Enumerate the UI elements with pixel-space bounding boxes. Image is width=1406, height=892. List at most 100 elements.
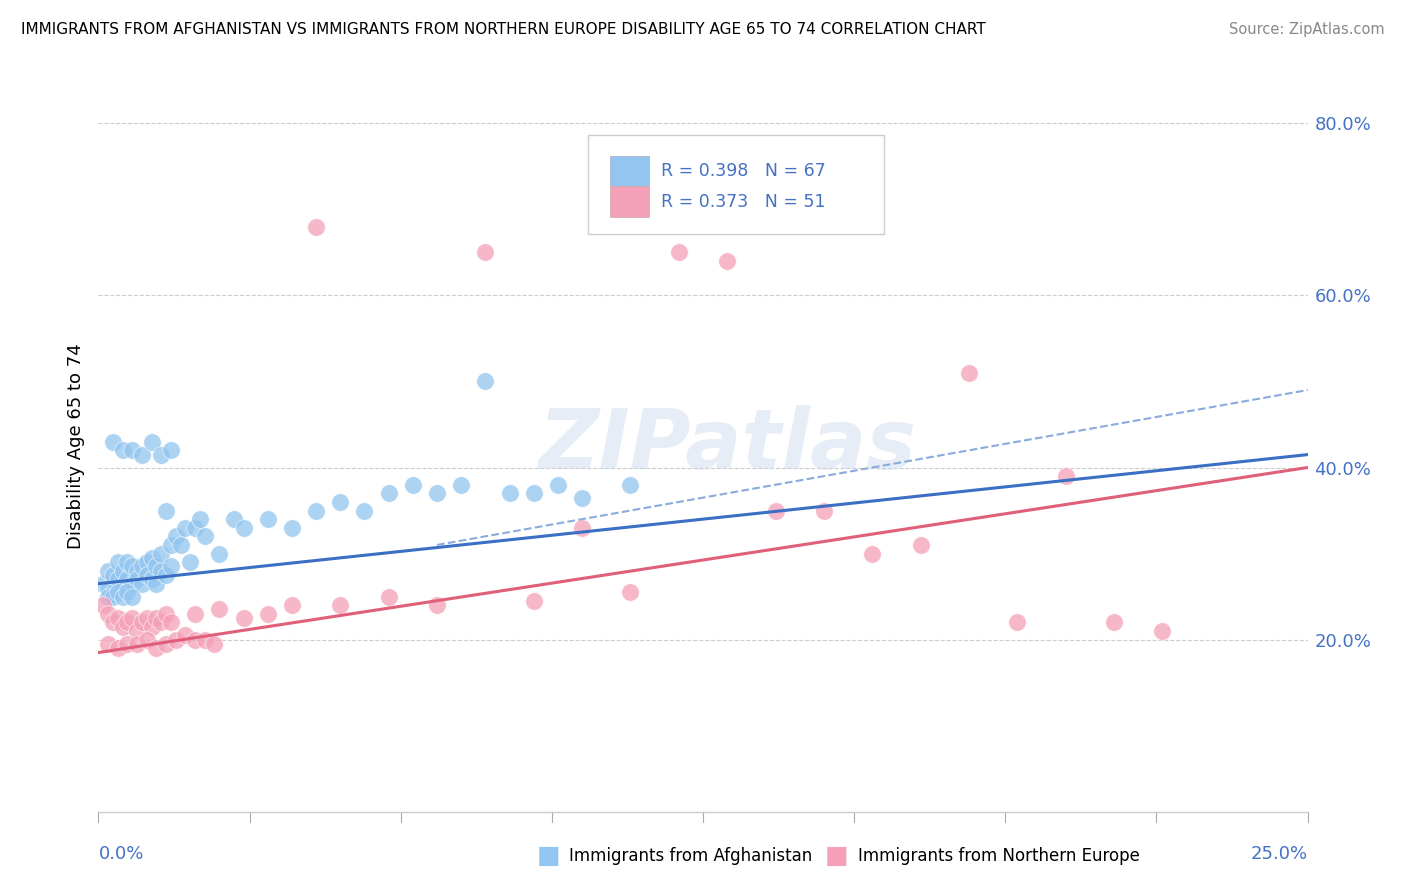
Point [498, 486, 520, 500]
Point [957, 366, 980, 380]
Point [160, 443, 183, 458]
Point [97, 590, 120, 604]
Point [232, 521, 254, 535]
Point [668, 245, 690, 260]
Y-axis label: Disability Age 65 to 74: Disability Age 65 to 74 [66, 343, 84, 549]
Point [97, 581, 120, 595]
Point [111, 581, 134, 595]
Point [131, 559, 153, 574]
Point [450, 477, 472, 491]
Point [188, 512, 211, 526]
Point [281, 598, 304, 612]
Point [208, 547, 231, 561]
Point [145, 559, 167, 574]
Point [141, 620, 163, 634]
Text: Immigrants from Northern Europe: Immigrants from Northern Europe [858, 847, 1139, 865]
FancyBboxPatch shape [588, 135, 884, 234]
Point [222, 512, 245, 526]
Point [107, 555, 129, 569]
Point [91, 598, 114, 612]
Point [117, 555, 139, 569]
Point [160, 538, 183, 552]
Point [155, 568, 177, 582]
Point [117, 585, 139, 599]
Point [571, 521, 593, 535]
Point [150, 564, 173, 578]
Point [910, 538, 932, 552]
Point [765, 503, 787, 517]
Point [619, 477, 641, 491]
Point [179, 555, 201, 569]
Point [127, 624, 149, 638]
Point [165, 632, 187, 647]
Point [141, 573, 163, 587]
Point [232, 611, 254, 625]
Point [121, 611, 143, 625]
Point [1054, 469, 1077, 483]
Point [107, 641, 129, 656]
Point [184, 607, 207, 621]
Point [141, 434, 163, 449]
Point [860, 547, 883, 561]
Point [523, 594, 546, 608]
Point [1102, 615, 1125, 630]
Point [145, 576, 167, 591]
Point [101, 568, 124, 582]
FancyBboxPatch shape [610, 155, 648, 186]
Point [1152, 624, 1174, 638]
Text: ZIPatlas: ZIPatlas [538, 406, 917, 486]
Point [107, 611, 129, 625]
Point [165, 529, 187, 543]
Point [329, 598, 352, 612]
Point [377, 486, 399, 500]
Point [107, 585, 129, 599]
Point [107, 573, 129, 587]
Point [145, 611, 167, 625]
Point [121, 576, 143, 591]
Point [474, 245, 496, 260]
Point [523, 486, 546, 500]
Point [101, 615, 124, 630]
Point [135, 611, 157, 625]
Point [150, 448, 173, 462]
Text: 25.0%: 25.0% [1250, 845, 1308, 863]
Point [111, 590, 134, 604]
Point [174, 521, 197, 535]
Point [121, 590, 143, 604]
Point [353, 503, 375, 517]
Point [97, 607, 120, 621]
Point [101, 585, 124, 599]
Point [402, 477, 425, 491]
Point [813, 503, 835, 517]
Point [150, 547, 173, 561]
Point [174, 628, 197, 642]
Point [619, 585, 641, 599]
Point [121, 559, 143, 574]
Point [127, 573, 149, 587]
Point [474, 375, 496, 389]
Point [101, 590, 124, 604]
Point [716, 254, 738, 268]
Point [127, 564, 149, 578]
Point [135, 568, 157, 582]
Text: ■: ■ [537, 845, 560, 868]
Point [117, 615, 139, 630]
Point [131, 576, 153, 591]
Point [426, 598, 449, 612]
Point [135, 555, 157, 569]
Point [150, 615, 173, 630]
Text: IMMIGRANTS FROM AFGHANISTAN VS IMMIGRANTS FROM NORTHERN EUROPE DISABILITY AGE 65: IMMIGRANTS FROM AFGHANISTAN VS IMMIGRANT… [21, 22, 986, 37]
Point [131, 615, 153, 630]
Point [145, 641, 167, 656]
Point [256, 512, 278, 526]
Point [184, 632, 207, 647]
Point [160, 559, 183, 574]
Point [131, 448, 153, 462]
Point [184, 521, 207, 535]
Point [141, 550, 163, 565]
Point [329, 495, 352, 509]
Text: Immigrants from Afghanistan: Immigrants from Afghanistan [569, 847, 813, 865]
Point [155, 637, 177, 651]
Text: Source: ZipAtlas.com: Source: ZipAtlas.com [1229, 22, 1385, 37]
Point [111, 443, 134, 458]
